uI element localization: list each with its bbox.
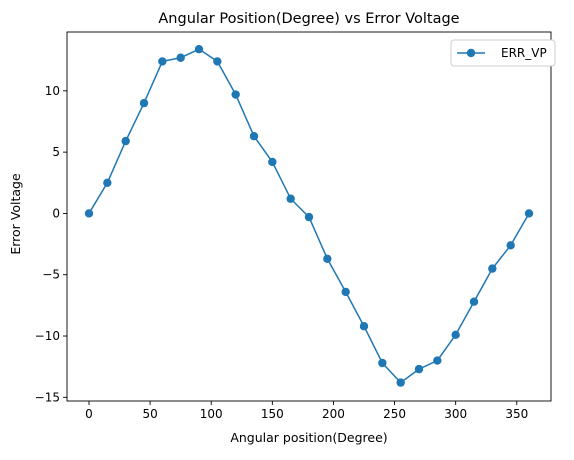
axes-layer: 0 50 100 150 200 250 300 350 −15 −10 −5 0 5 10	[35, 31, 552, 421]
data-point	[103, 178, 112, 187]
y-tick-label: 5	[52, 145, 60, 159]
data-point	[341, 287, 350, 297]
y-tick-label: 10	[45, 84, 60, 98]
legend-marker-swatch	[466, 48, 476, 58]
data-point	[139, 98, 149, 108]
data-point	[414, 364, 424, 374]
data-point	[121, 136, 130, 146]
plot-layer	[84, 44, 534, 387]
x-tick-label: 300	[444, 407, 467, 421]
x-tick-label: 250	[383, 407, 406, 421]
data-point	[469, 297, 479, 306]
data-point	[194, 44, 204, 54]
y-tick-label: −10	[35, 329, 60, 343]
x-tick-label: 50	[142, 407, 157, 421]
y-tick-label: 0	[52, 206, 60, 220]
x-tick-label: 0	[85, 407, 93, 421]
data-point	[524, 209, 534, 218]
data-point	[396, 378, 405, 387]
data-point	[359, 322, 369, 331]
data-point	[488, 264, 497, 273]
data-point	[231, 90, 240, 99]
legend: ERR_VP	[450, 39, 556, 67]
data-point	[378, 358, 387, 368]
data-point	[249, 132, 259, 141]
data-point	[213, 57, 222, 66]
data-point	[268, 157, 277, 167]
data-point	[286, 194, 295, 203]
x-axis-title: Angular position(Degree)	[230, 430, 387, 445]
data-point	[433, 356, 442, 365]
chart-title: Angular Position(Degree) vs Error Voltag…	[158, 11, 459, 27]
x-tick-label: 200	[322, 407, 345, 421]
x-tick-label: 100	[200, 407, 223, 421]
legend-frame	[450, 39, 556, 67]
data-point	[323, 254, 332, 263]
data-point	[451, 330, 460, 339]
plot-frame	[66, 31, 552, 402]
y-tick-label: −15	[35, 390, 60, 404]
data-point	[506, 241, 515, 250]
legend-label: ERR_VP	[501, 46, 547, 60]
x-tick-label: 150	[261, 407, 284, 421]
data-point	[304, 212, 314, 222]
data-point	[158, 57, 167, 66]
y-axis-title: Error Voltage	[8, 173, 23, 255]
x-tick-label: 350	[505, 407, 528, 421]
data-point	[176, 53, 185, 62]
data-point	[84, 209, 94, 218]
y-tick-label: −5	[42, 268, 60, 282]
